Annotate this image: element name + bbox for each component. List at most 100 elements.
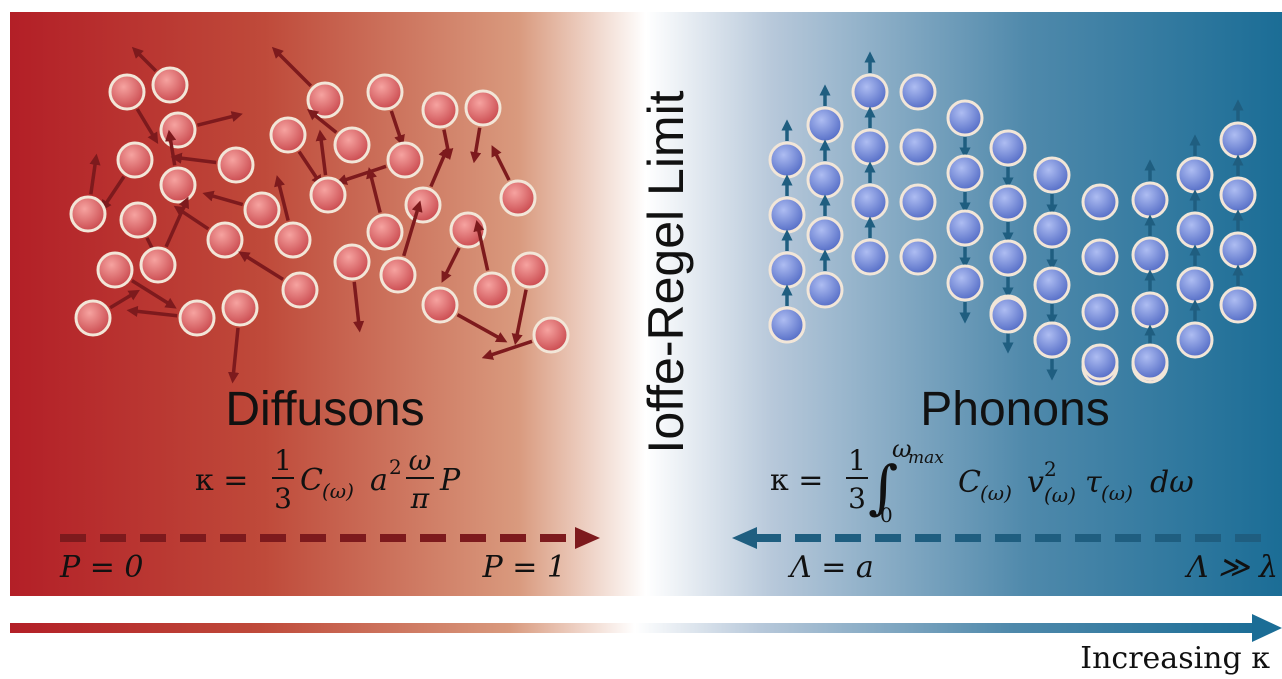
formula-part: ω [409, 444, 432, 477]
displacement-arrow [173, 205, 210, 231]
scale-start: Λ = a [787, 550, 874, 585]
atom [139, 246, 177, 284]
formula-part: (ω) [322, 479, 354, 503]
formula-part: ∫ [868, 453, 898, 521]
displacement-arrow [511, 289, 528, 346]
formula-part: (ω) [980, 481, 1012, 505]
atom [386, 141, 424, 179]
atom [178, 299, 216, 337]
atom [464, 89, 502, 127]
formula-part: 3 [274, 482, 292, 515]
atom [74, 299, 112, 337]
formula-part: τ [1085, 465, 1102, 500]
atom [899, 73, 937, 111]
formula-part: κ = [770, 463, 823, 498]
displacement-arrow [402, 200, 423, 257]
atom [989, 184, 1027, 222]
atom [221, 289, 259, 327]
atom [1219, 121, 1257, 159]
atom [1033, 211, 1071, 249]
atom [421, 286, 459, 324]
displacement-arrow [473, 220, 490, 271]
atom [899, 238, 937, 276]
atom [768, 251, 806, 289]
atom [1131, 236, 1169, 274]
atom [151, 66, 189, 104]
atom [806, 161, 844, 199]
displacement-arrow [470, 127, 482, 164]
atom [1081, 238, 1119, 276]
atom [243, 191, 281, 229]
formula-part: 1 [848, 444, 866, 477]
atom [1081, 343, 1119, 381]
atom [306, 81, 344, 119]
displacement-arrow [89, 153, 101, 195]
scale-end: Λ ≫ λ [1184, 550, 1278, 585]
atom [511, 251, 549, 289]
formula-part: κ = [195, 463, 248, 498]
formula-part: a [370, 463, 388, 498]
displacement-arrow [227, 327, 240, 384]
atom [281, 271, 319, 309]
displacement-arrow [335, 164, 387, 185]
atom [532, 316, 570, 354]
atom [1176, 211, 1214, 249]
atom [989, 129, 1027, 167]
displacement-arrow [274, 175, 290, 222]
atom [108, 73, 146, 111]
atom [1219, 231, 1257, 269]
displacement-arrow [170, 152, 217, 165]
formula-part: 2 [1044, 457, 1057, 481]
atom [1131, 291, 1169, 329]
atom [946, 154, 984, 192]
formula-part: 3 [848, 482, 866, 515]
atom [473, 271, 511, 309]
atom [989, 296, 1027, 334]
atom [159, 111, 197, 149]
atom [1176, 321, 1214, 359]
atom [159, 166, 197, 204]
atom [206, 221, 244, 259]
displacement-arrow [389, 110, 405, 147]
formula-part: (ω) [1101, 481, 1133, 505]
atom [1033, 156, 1071, 194]
atom [899, 128, 937, 166]
arrow-head [732, 527, 757, 549]
displacement-arrow [307, 109, 338, 134]
displacement-arrow [100, 175, 126, 212]
atom [851, 183, 889, 221]
atom [1176, 156, 1214, 194]
atom [421, 91, 459, 129]
atom [69, 195, 107, 233]
formula-part: P [439, 463, 461, 498]
formula-part: 2 [389, 455, 402, 479]
atom [806, 271, 844, 309]
atom [116, 141, 154, 179]
atom [366, 213, 404, 251]
atom [1081, 183, 1119, 221]
atom [946, 99, 984, 137]
atom [1219, 286, 1257, 324]
atom [806, 216, 844, 254]
scale-end: P = 1 [482, 550, 566, 585]
displacement-arrow [456, 313, 508, 343]
phonons-title: Phonons [920, 383, 1110, 436]
displacement-arrow [202, 190, 244, 207]
atom [269, 116, 307, 154]
atom [217, 146, 255, 184]
atom [499, 179, 537, 217]
displacement-arrow [352, 281, 365, 333]
formula-part: ω [892, 435, 912, 463]
atom [806, 106, 844, 144]
atom [989, 239, 1027, 277]
displacement-arrow [491, 145, 511, 181]
atom [404, 186, 442, 224]
displacement-arrow [131, 279, 177, 309]
displacement-arrow [238, 251, 284, 281]
scale-start: P = 0 [59, 550, 143, 585]
displacement-arrow [366, 167, 382, 214]
atom [1033, 321, 1071, 359]
formula-part: C [300, 463, 323, 498]
atom [379, 256, 417, 294]
